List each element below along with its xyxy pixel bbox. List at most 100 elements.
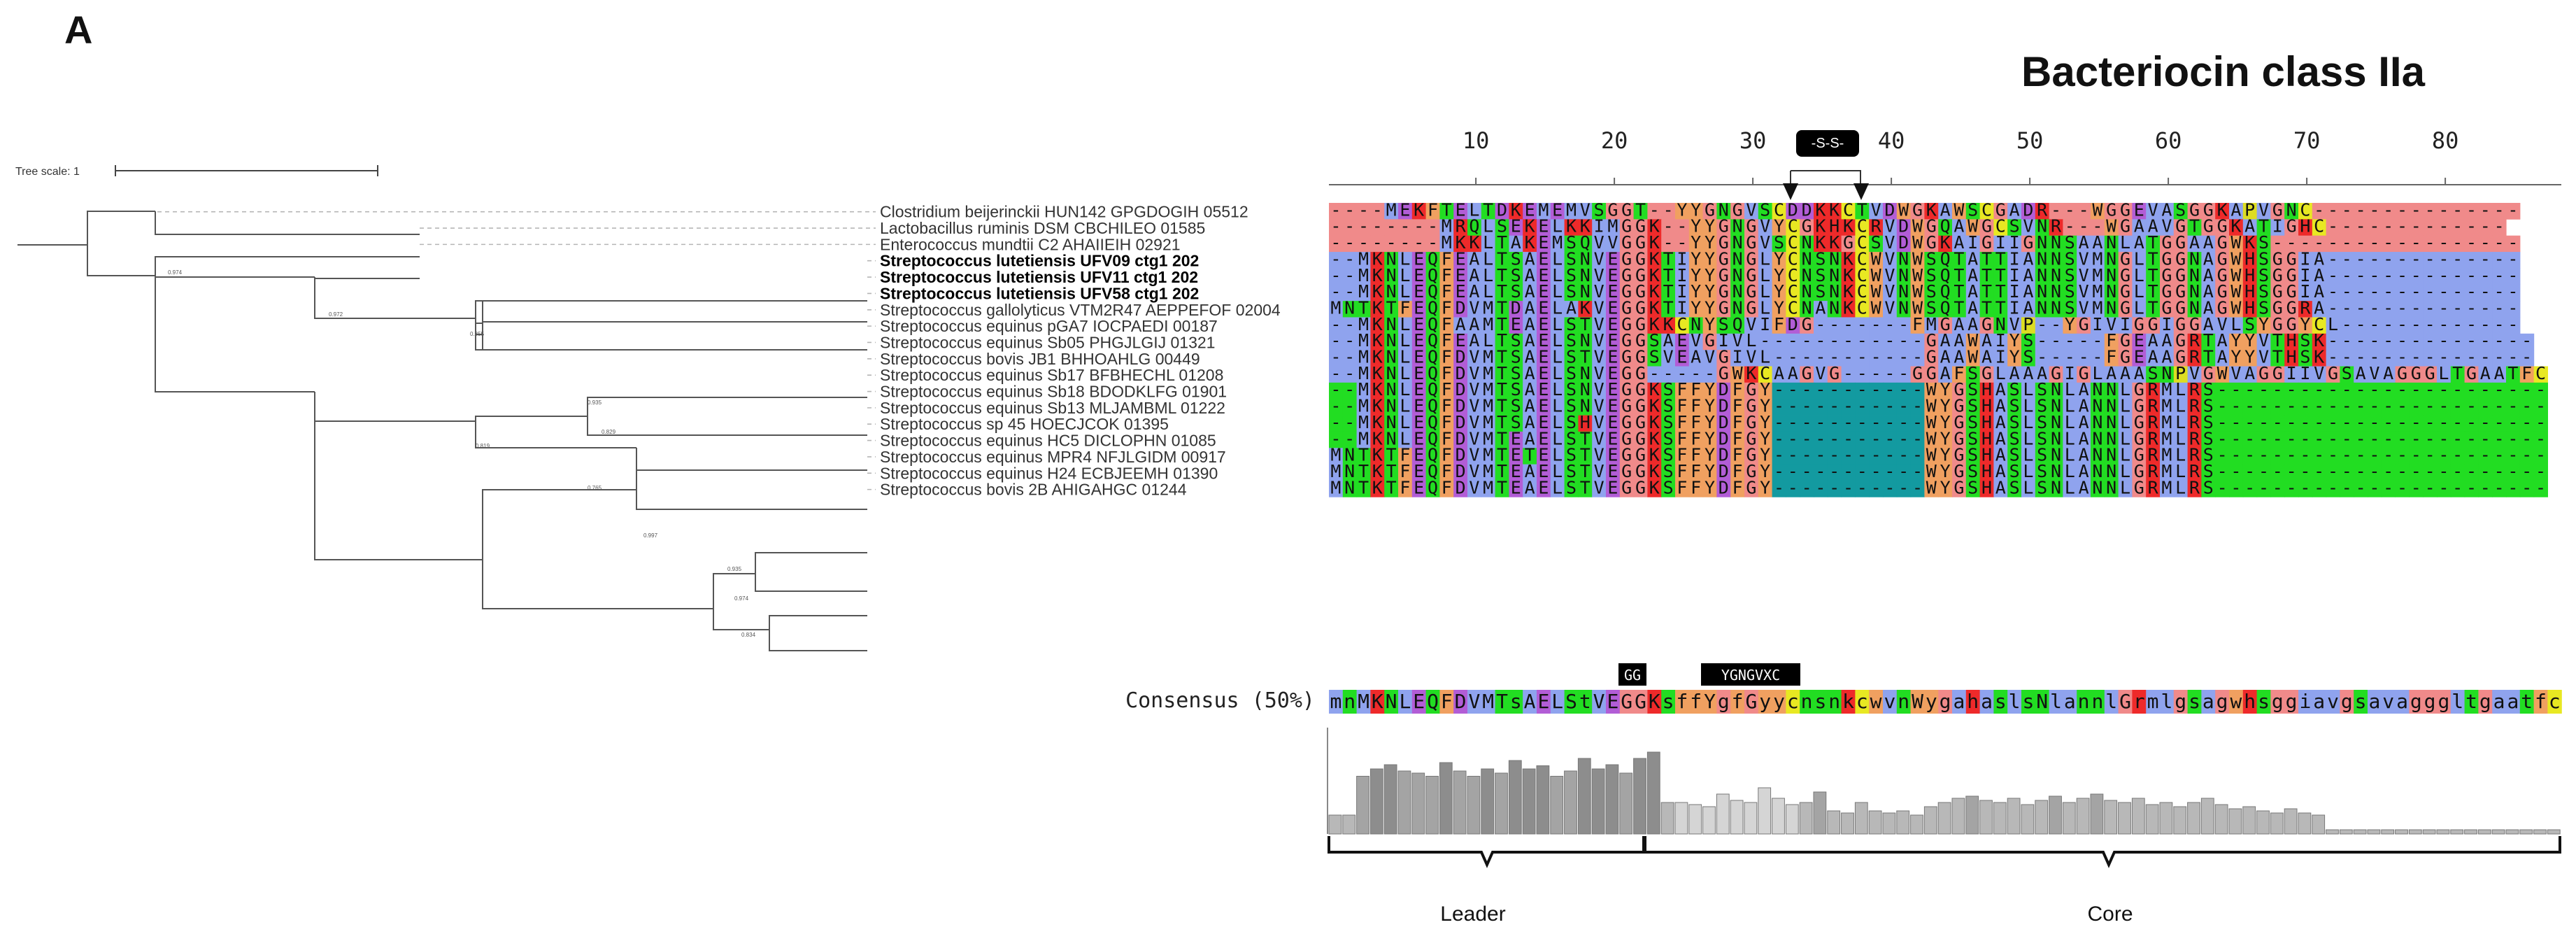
svg-text:C: C — [1788, 248, 1798, 269]
svg-text:G: G — [1718, 265, 1729, 285]
conservation-bar — [2477, 829, 2491, 835]
svg-text:W: W — [1954, 199, 1965, 220]
svg-text:-: - — [2300, 477, 2310, 497]
svg-text:C: C — [2314, 216, 2324, 236]
svg-text:-: - — [2230, 477, 2241, 497]
svg-text:S: S — [1566, 477, 1577, 497]
conservation-bar — [2533, 829, 2547, 835]
svg-text:-: - — [2452, 216, 2463, 236]
conservation-bar — [2408, 829, 2422, 835]
svg-text:-: - — [2452, 248, 2463, 269]
svg-text:I: I — [1677, 248, 1687, 269]
conservation-bar — [1397, 770, 1411, 835]
svg-text:S: S — [2258, 248, 2269, 269]
svg-text:L: L — [1552, 216, 1563, 236]
conservation-bar — [2326, 829, 2339, 835]
svg-text:-: - — [2494, 216, 2505, 236]
svg-text:E: E — [1511, 477, 1521, 497]
svg-text:f: f — [1732, 690, 1744, 713]
svg-text:N: N — [1718, 199, 1729, 220]
svg-text:-: - — [2328, 216, 2338, 236]
node-support-label: 0.855 — [470, 331, 485, 337]
svg-text:-: - — [1802, 477, 1812, 497]
position-tick-label: 70 — [2293, 127, 2321, 154]
svg-text:a: a — [2493, 690, 2505, 713]
svg-text:-: - — [2397, 232, 2407, 253]
svg-text:F: F — [1441, 690, 1453, 713]
svg-text:G: G — [1746, 477, 1756, 497]
svg-text:G: G — [2175, 216, 2186, 236]
svg-text:G: G — [2120, 199, 2130, 220]
svg-text:V: V — [1884, 265, 1895, 285]
taxon-label: Streptococcus gallolyticus VTM2R47 AEPPE… — [880, 301, 1281, 319]
svg-text:D: D — [1456, 477, 1466, 497]
conservation-bar — [1868, 810, 1882, 835]
svg-text:E: E — [1511, 216, 1521, 236]
svg-text:g: g — [1718, 690, 1730, 713]
svg-text:W: W — [2106, 216, 2117, 236]
conservation-bar — [1660, 802, 1674, 835]
svg-text:G: G — [2286, 248, 2297, 269]
svg-text:G: G — [1705, 199, 1715, 220]
svg-text:-: - — [2480, 248, 2491, 269]
svg-text:V: V — [1468, 690, 1480, 713]
svg-text:I: I — [1967, 232, 1978, 253]
svg-text:K: K — [1843, 216, 1853, 236]
svg-text:-: - — [2383, 216, 2393, 236]
svg-text:l: l — [2161, 690, 2172, 713]
svg-text:-: - — [2079, 199, 2089, 220]
node-support-label: 0.935 — [588, 399, 602, 406]
svg-text:A: A — [2009, 199, 2020, 220]
svg-text:N: N — [1898, 265, 1909, 285]
conservation-bar — [2173, 806, 2187, 835]
svg-text:K: K — [1566, 216, 1577, 236]
svg-text:T: T — [1497, 232, 1507, 253]
svg-text:F: F — [1442, 265, 1452, 285]
svg-text:T: T — [2148, 248, 2158, 269]
svg-text:-: - — [2397, 248, 2407, 269]
svg-text:-: - — [2314, 477, 2324, 497]
svg-text:N: N — [2036, 690, 2048, 713]
conservation-bar — [2312, 814, 2326, 835]
svg-text:F: F — [1442, 477, 1452, 497]
svg-text:r: r — [2133, 690, 2145, 713]
svg-text:-: - — [1344, 199, 1355, 220]
svg-text:L: L — [2120, 232, 2130, 253]
conservation-bar — [1841, 812, 1854, 835]
conservation-bar — [2339, 829, 2353, 835]
svg-text:-: - — [2369, 199, 2379, 220]
svg-text:E: E — [1414, 248, 1424, 269]
svg-text:S: S — [2175, 199, 2186, 220]
svg-text:-: - — [1358, 199, 1369, 220]
svg-text:Y: Y — [1705, 477, 1715, 497]
svg-text:A: A — [1511, 232, 1521, 253]
svg-text:E: E — [1607, 265, 1618, 285]
svg-text:H: H — [1829, 216, 1840, 236]
svg-text:V: V — [1607, 232, 1618, 253]
svg-text:w: w — [1870, 690, 1882, 713]
svg-text:-: - — [2521, 477, 2532, 497]
conservation-bar — [2367, 829, 2381, 835]
svg-text:-: - — [2314, 232, 2324, 253]
svg-text:G: G — [2175, 232, 2186, 253]
svg-text:I: I — [2009, 232, 2020, 253]
svg-text:-: - — [2217, 477, 2228, 497]
svg-text:-: - — [1815, 477, 1826, 497]
svg-text:R: R — [1871, 216, 1882, 236]
svg-text:E: E — [1607, 690, 1618, 713]
svg-text:G: G — [1745, 690, 1757, 713]
svg-text:-: - — [2383, 232, 2393, 253]
figure-title: Bacteriocin class IIa — [2021, 48, 2425, 95]
svg-text:-: - — [2466, 248, 2477, 269]
svg-text:M: M — [1538, 199, 1549, 220]
svg-text:A: A — [2203, 232, 2214, 253]
svg-text:h: h — [1967, 690, 1979, 713]
svg-text:-: - — [2507, 477, 2518, 497]
svg-text:-: - — [1386, 232, 1397, 253]
svg-text:h: h — [2244, 690, 2256, 713]
svg-text:C: C — [1857, 265, 1867, 285]
svg-text:S: S — [2065, 232, 2075, 253]
